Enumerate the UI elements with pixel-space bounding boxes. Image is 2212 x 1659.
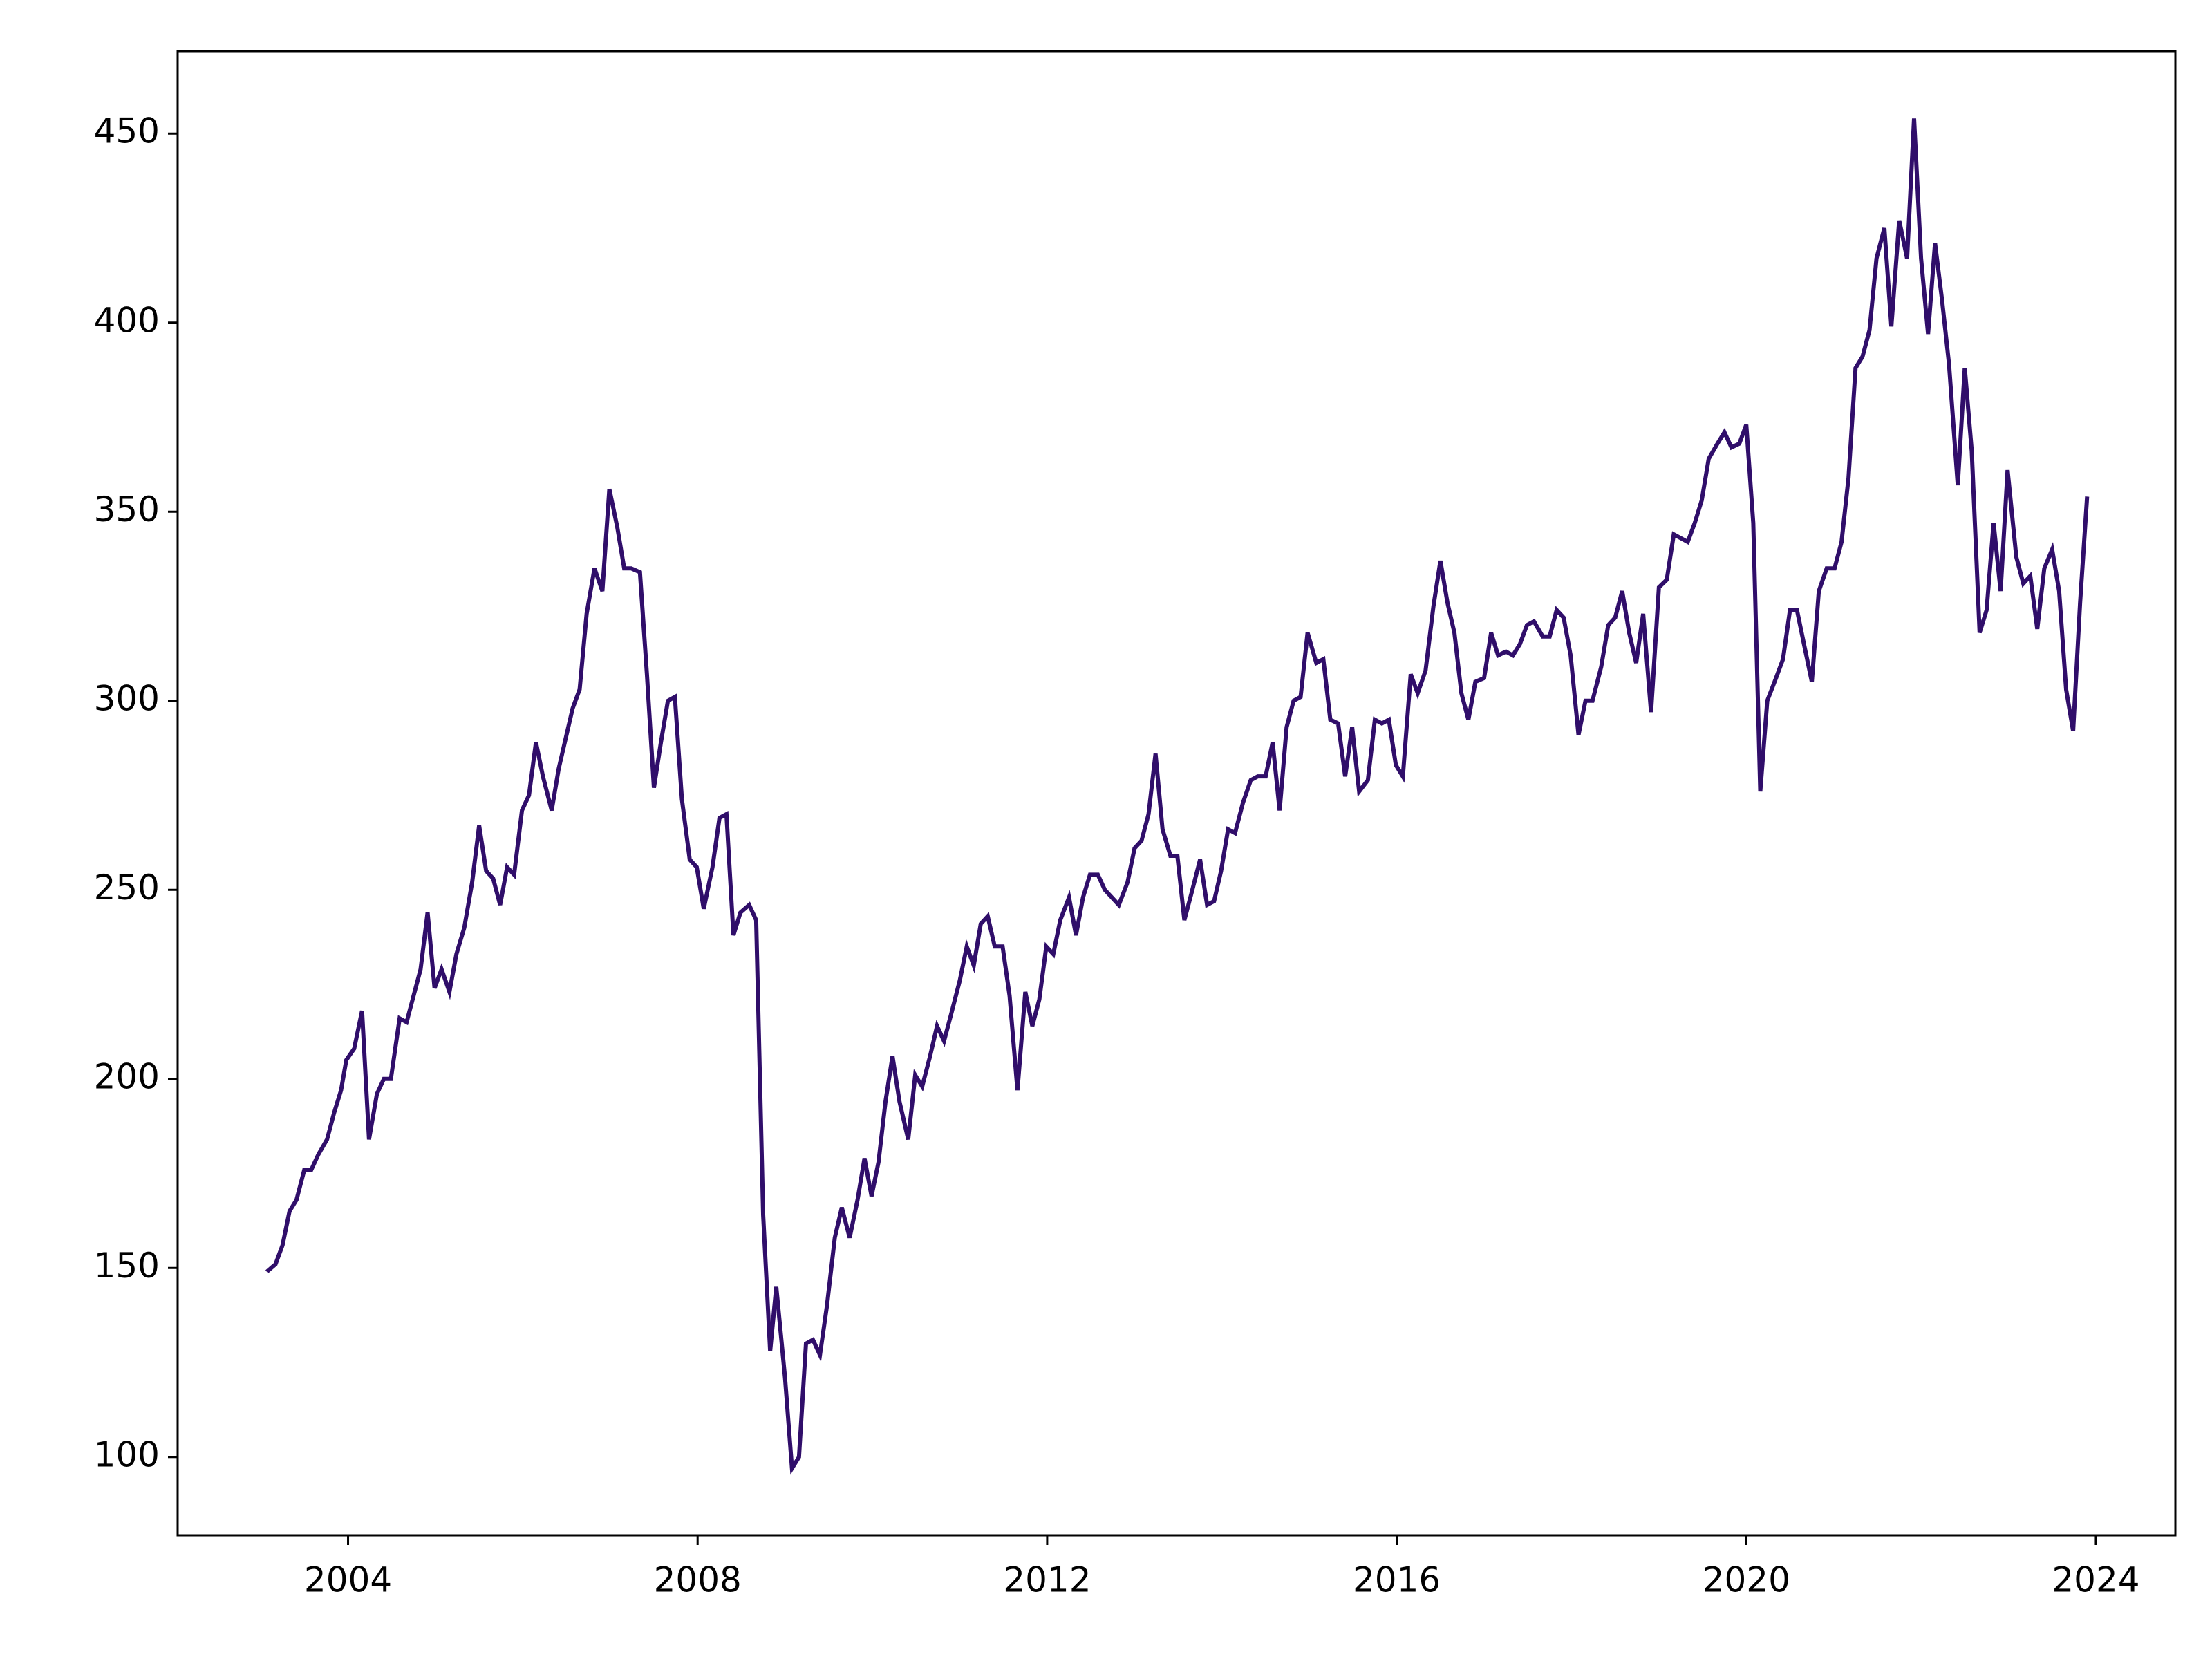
y-tick-label: 200 <box>94 1056 160 1096</box>
y-tick-label: 100 <box>94 1434 160 1474</box>
y-tick-label: 350 <box>94 489 160 529</box>
y-tick-label: 450 <box>94 111 160 151</box>
x-tick-label: 2004 <box>304 1560 392 1600</box>
x-tick-label: 2016 <box>1353 1560 1441 1600</box>
data-line <box>265 118 2090 1475</box>
y-tick-label: 300 <box>94 678 160 718</box>
x-tick-label: 2020 <box>1703 1560 1790 1600</box>
x-tick-label: 2008 <box>654 1560 742 1600</box>
y-tick-label: 250 <box>94 868 160 908</box>
plot-frame <box>176 50 2177 1537</box>
y-tick-label: 150 <box>94 1246 160 1286</box>
y-tick-label: 400 <box>94 300 160 340</box>
x-tick-label: 2024 <box>2052 1560 2139 1600</box>
x-tick-label: 2012 <box>1003 1560 1091 1600</box>
